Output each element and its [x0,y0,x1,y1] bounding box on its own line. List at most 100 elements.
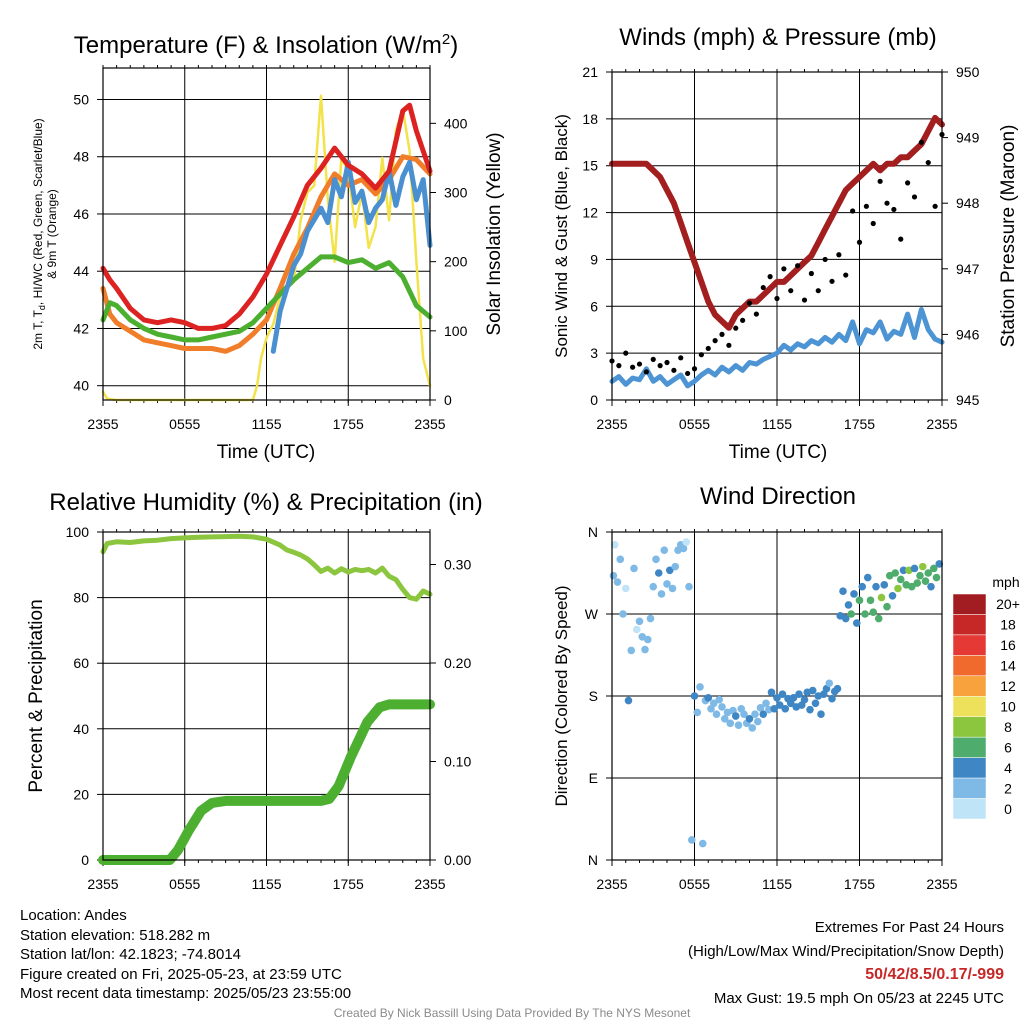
series-wind-line [609,306,945,389]
direction-chart-title: Wind Direction [700,483,856,510]
wind-direction-point [778,690,787,698]
gust-point [815,288,821,294]
gust-point [774,295,780,302]
plot-frame [611,531,943,861]
wind-direction-point [800,695,809,704]
wind-direction-point [910,564,919,573]
direction-tick-label: N [588,852,598,868]
y-tick-label: 20 [73,786,89,802]
x-tick-label: 1755 [844,876,875,892]
wind-direction-point [715,695,724,704]
x-tick-label: 0555 [169,416,200,432]
pressure-y2-axis-label: Station Pressure (Maroon) [998,125,1019,348]
wind-direction-point [883,602,891,611]
wind-direction-point [657,590,666,598]
colorbar-label: 16 [1000,637,1016,653]
colorbar-swatch [952,655,987,677]
colorbar-label: 18 [1000,617,1016,633]
colorbar-label: 8 [1004,719,1012,735]
x-tick-label: 2355 [926,416,957,432]
y-tick-label: 3 [590,345,598,361]
wind-y-axis-label: Sonic Wind & Gust (Blue, Black) [552,114,571,358]
wind-direction-point [880,581,889,589]
wind-direction-point [808,686,817,695]
wind-direction-point [663,580,671,588]
gust-point [870,220,876,227]
wind-direction-point [685,582,693,591]
wind-direction-point [773,694,781,702]
direction-y-axis-label: Direction (Colored By Speed) [552,585,571,806]
wind-direction-point [828,694,836,703]
colorbar-label: 6 [1004,739,1012,755]
wind-direction-point [866,596,875,605]
wind-direction-point [806,705,814,714]
colorbar-swatch [952,716,987,738]
wind-direction-point [781,704,790,713]
y2-tick-label: 0 [444,392,452,408]
wind-direction-point [660,546,669,555]
wind-direction-point [762,699,770,708]
wind-direction-point [731,712,740,720]
gust-point [664,359,670,366]
recent-data-timestamp: Most recent data timestamp: 2025/05/23 2… [20,985,352,1003]
direction-tick-label: N [588,524,598,540]
wind-direction-point [646,614,655,623]
gust-point [760,284,766,291]
x-tick-label: 1755 [333,876,364,892]
y2-tick-label: 0.30 [444,557,471,573]
y-tick-label: 15 [582,158,598,174]
wind-direction-point [704,694,713,702]
series-rh-line [100,533,433,602]
wind-direction-point [863,573,872,582]
wind-direction-point [929,564,938,573]
extremes-title: Extremes For Past 24 Hours [814,919,1004,936]
gust-point [643,369,649,375]
wind-direction-point [817,710,825,719]
extremes-values: 50/42/8.5/0.17/-999 [865,966,1004,984]
temp-y-axis-label-line2: & 9m T (Orange) [45,189,59,279]
rh-y-axis-label: Percent & Precipitation [26,599,47,792]
direction-tick-label: E [589,770,598,786]
x-tick-label: 2355 [87,876,118,892]
gust-point [753,311,759,317]
y-tick-label: 42 [73,320,89,336]
plot-frame [611,71,943,401]
y-tick-label: 6 [590,298,598,314]
y2-tick-label: 947 [956,261,980,277]
gust-point [657,363,663,369]
wind-direction-point [759,710,768,719]
gust-point [630,364,636,370]
wind-direction-point [861,610,869,618]
wind-direction-point [855,596,864,605]
wind-direction-point [916,571,924,580]
wind-direction-point [877,593,886,602]
wind-direction-point [833,684,842,693]
wind-direction-point [921,577,930,585]
x-tick-label: 0555 [169,876,200,892]
y2-tick-label: 948 [956,195,980,211]
wind-direction-point [891,569,900,577]
colorbar-label: 10 [1000,699,1016,715]
wind-direction-point [888,591,897,600]
wind-direction-point [839,587,847,596]
wind-direction-point [734,721,743,729]
x-tick-label: 2355 [414,876,445,892]
wind-direction-point [682,538,691,546]
max-gust: Max Gust: 19.5 mph On 05/23 at 2245 UTC [713,989,1004,1007]
wind-direction-point [770,704,779,713]
wind-direction-point [932,573,941,582]
wind-direction-point [654,569,663,577]
wind-direction-point [850,590,858,598]
series-pressure-line [609,114,945,331]
gust-point [650,356,656,362]
x-tick-label: 2355 [87,416,118,432]
series-heat_index-line [270,159,433,354]
wind-direction-point [712,710,721,719]
y-tick-label: 9 [590,251,598,267]
x-tick-label: 2355 [596,416,627,432]
colorbar-swatch [952,593,987,615]
x-tick-label: 0555 [679,416,710,432]
gust-point [801,297,808,303]
gust-point [691,366,698,372]
wind-direction-point [899,566,908,575]
